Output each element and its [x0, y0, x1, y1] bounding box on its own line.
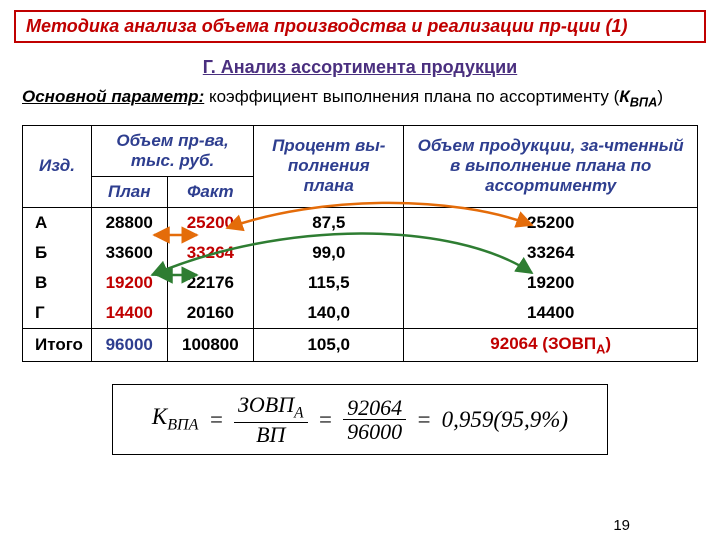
cell-cred: 19200 — [404, 268, 698, 298]
parameter-label: Основной параметр: — [22, 87, 204, 106]
cell-cred: 14400 — [404, 298, 698, 329]
th-volume: Объем пр-ва, тыс. руб. — [91, 125, 253, 176]
page-title: Методика анализа объема производства и р… — [14, 10, 706, 43]
cell-izd: А — [23, 207, 92, 238]
cell-plan: 14400 — [91, 298, 167, 329]
table-row: Б 33600 33264 99,0 33264 — [23, 238, 698, 268]
cell-plan: 28800 — [91, 207, 167, 238]
cell-total-label: Итого — [23, 328, 92, 361]
fraction-1: ЗОВПА ВП — [234, 393, 308, 446]
parameter-line: Основной параметр: коэффициент выполнени… — [22, 86, 698, 111]
cell-fact: 20160 — [167, 298, 254, 329]
th-credited: Объем продукции, за-чтенный в выполнение… — [404, 125, 698, 207]
section-subtitle: Г. Анализ ассортимента продукции — [0, 57, 720, 78]
cell-fact: 25200 — [167, 207, 254, 238]
parameter-k: КВПА — [619, 87, 657, 106]
parameter-text-1: коэффициент выполнения плана по ассортим… — [204, 87, 619, 106]
table-row: А 28800 25200 87,5 25200 — [23, 207, 698, 238]
th-plan: План — [91, 176, 167, 207]
page-number: 19 — [613, 517, 630, 534]
cell-izd: Г — [23, 298, 92, 329]
cell-fact: 33264 — [167, 238, 254, 268]
cell-pct: 140,0 — [254, 298, 404, 329]
cell-total-plan: 96000 — [91, 328, 167, 361]
cell-total-cred: 92064 (ЗОВПА) — [404, 328, 698, 361]
cell-pct: 99,0 — [254, 238, 404, 268]
cell-izd: В — [23, 268, 92, 298]
th-fact: Факт — [167, 176, 254, 207]
cell-plan: 19200 — [91, 268, 167, 298]
table-row: В 19200 22176 115,5 19200 — [23, 268, 698, 298]
equals-2: = — [318, 407, 334, 433]
table-total-row: Итого 96000 100800 105,0 92064 (ЗОВПА) — [23, 328, 698, 361]
table-row: Г 14400 20160 140,0 14400 — [23, 298, 698, 329]
cell-plan: 33600 — [91, 238, 167, 268]
cell-total-fact: 100800 — [167, 328, 254, 361]
cell-cred: 25200 — [404, 207, 698, 238]
table-header-row-1: Изд. Объем пр-ва, тыс. руб. Процент вы-п… — [23, 125, 698, 176]
assortment-table: Изд. Объем пр-ва, тыс. руб. Процент вы-п… — [22, 125, 698, 362]
th-percent: Процент вы-полнения плана — [254, 125, 404, 207]
cell-pct: 87,5 — [254, 207, 404, 238]
cell-izd: Б — [23, 238, 92, 268]
formula-rhs: 0,959(95,9%) — [442, 407, 568, 433]
parameter-text-2: ) — [657, 87, 663, 106]
equals-3: = — [416, 407, 432, 433]
cell-cred: 33264 — [404, 238, 698, 268]
table-wrapper: Изд. Объем пр-ва, тыс. руб. Процент вы-п… — [22, 125, 698, 362]
th-izd: Изд. — [23, 125, 92, 207]
fraction-2: 92064 96000 — [343, 396, 406, 443]
cell-total-pct: 105,0 — [254, 328, 404, 361]
formula-box: КВПА = ЗОВПА ВП = 92064 96000 = 0,959(95… — [112, 384, 608, 455]
cell-pct: 115,5 — [254, 268, 404, 298]
formula-lhs: КВПА — [152, 404, 199, 435]
cell-fact: 22176 — [167, 268, 254, 298]
equals-1: = — [208, 407, 224, 433]
